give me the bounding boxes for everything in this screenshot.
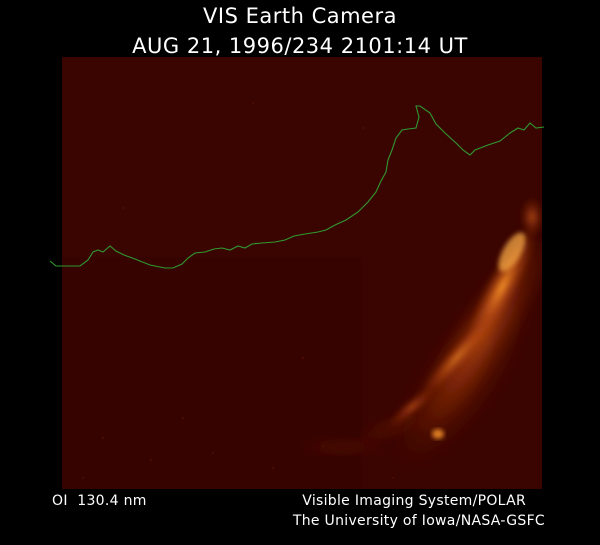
earth-camera-image [62, 57, 542, 489]
instrument-title: VIS Earth Camera [203, 4, 397, 28]
observation-timestamp: AUG 21, 1996/234 2101:14 UT [132, 34, 468, 58]
night-side-shading [62, 257, 362, 489]
filter-wavelength-label: OI 130.4 nm [52, 493, 147, 509]
institution-credit: The University of Iowa/NASA-GSFC [292, 513, 545, 529]
earth-camera-image-svg [62, 57, 542, 489]
system-credit: Visible Imaging System/POLAR [302, 493, 526, 509]
